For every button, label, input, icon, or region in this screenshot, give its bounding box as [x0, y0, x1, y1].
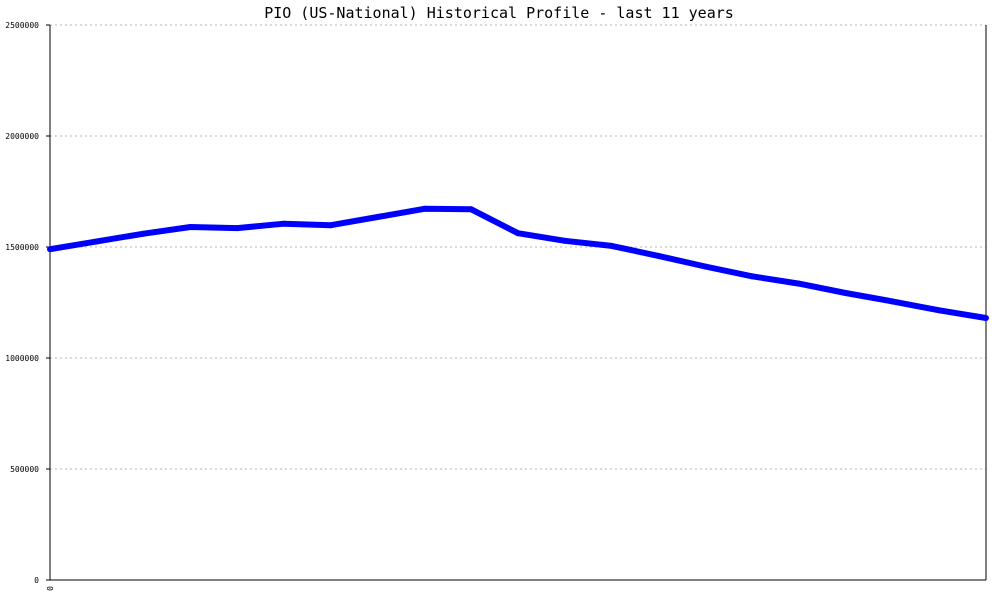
data-point	[140, 230, 147, 237]
data-point	[234, 225, 241, 232]
data-point	[327, 222, 334, 229]
data-point	[842, 290, 849, 296]
data-point	[281, 220, 287, 227]
y-tick-label: 2500000	[5, 21, 39, 30]
y-tick-label: 500000	[10, 465, 39, 474]
axes	[46, 24, 987, 581]
y-tick-label: 1500000	[5, 243, 39, 252]
data-point	[983, 315, 989, 321]
series-layer	[47, 205, 989, 321]
data-point	[187, 224, 194, 230]
data-point	[889, 298, 896, 305]
chart-title: PIO (US-National) Historical Profile - l…	[264, 4, 734, 22]
data-point	[749, 273, 755, 280]
data-point	[468, 206, 475, 213]
y-tick-label: 1000000	[5, 354, 39, 363]
y-tick-label: 0	[34, 576, 39, 585]
tick-labels: 0 500000 1000000 1500000 2000000 2500000 0	[5, 21, 55, 591]
data-point	[561, 237, 568, 244]
data-point	[608, 242, 615, 249]
gridlines	[50, 24, 986, 470]
data-point	[702, 263, 709, 270]
x-tick-label: 0	[46, 586, 55, 591]
y-tick-label: 2000000	[5, 132, 39, 141]
data-point	[374, 214, 381, 220]
data-point	[795, 280, 802, 287]
data-point	[47, 246, 53, 253]
data-point	[93, 238, 100, 245]
data-point	[515, 230, 521, 237]
data-point	[936, 307, 943, 314]
data-point	[655, 252, 662, 259]
data-point	[421, 205, 428, 212]
